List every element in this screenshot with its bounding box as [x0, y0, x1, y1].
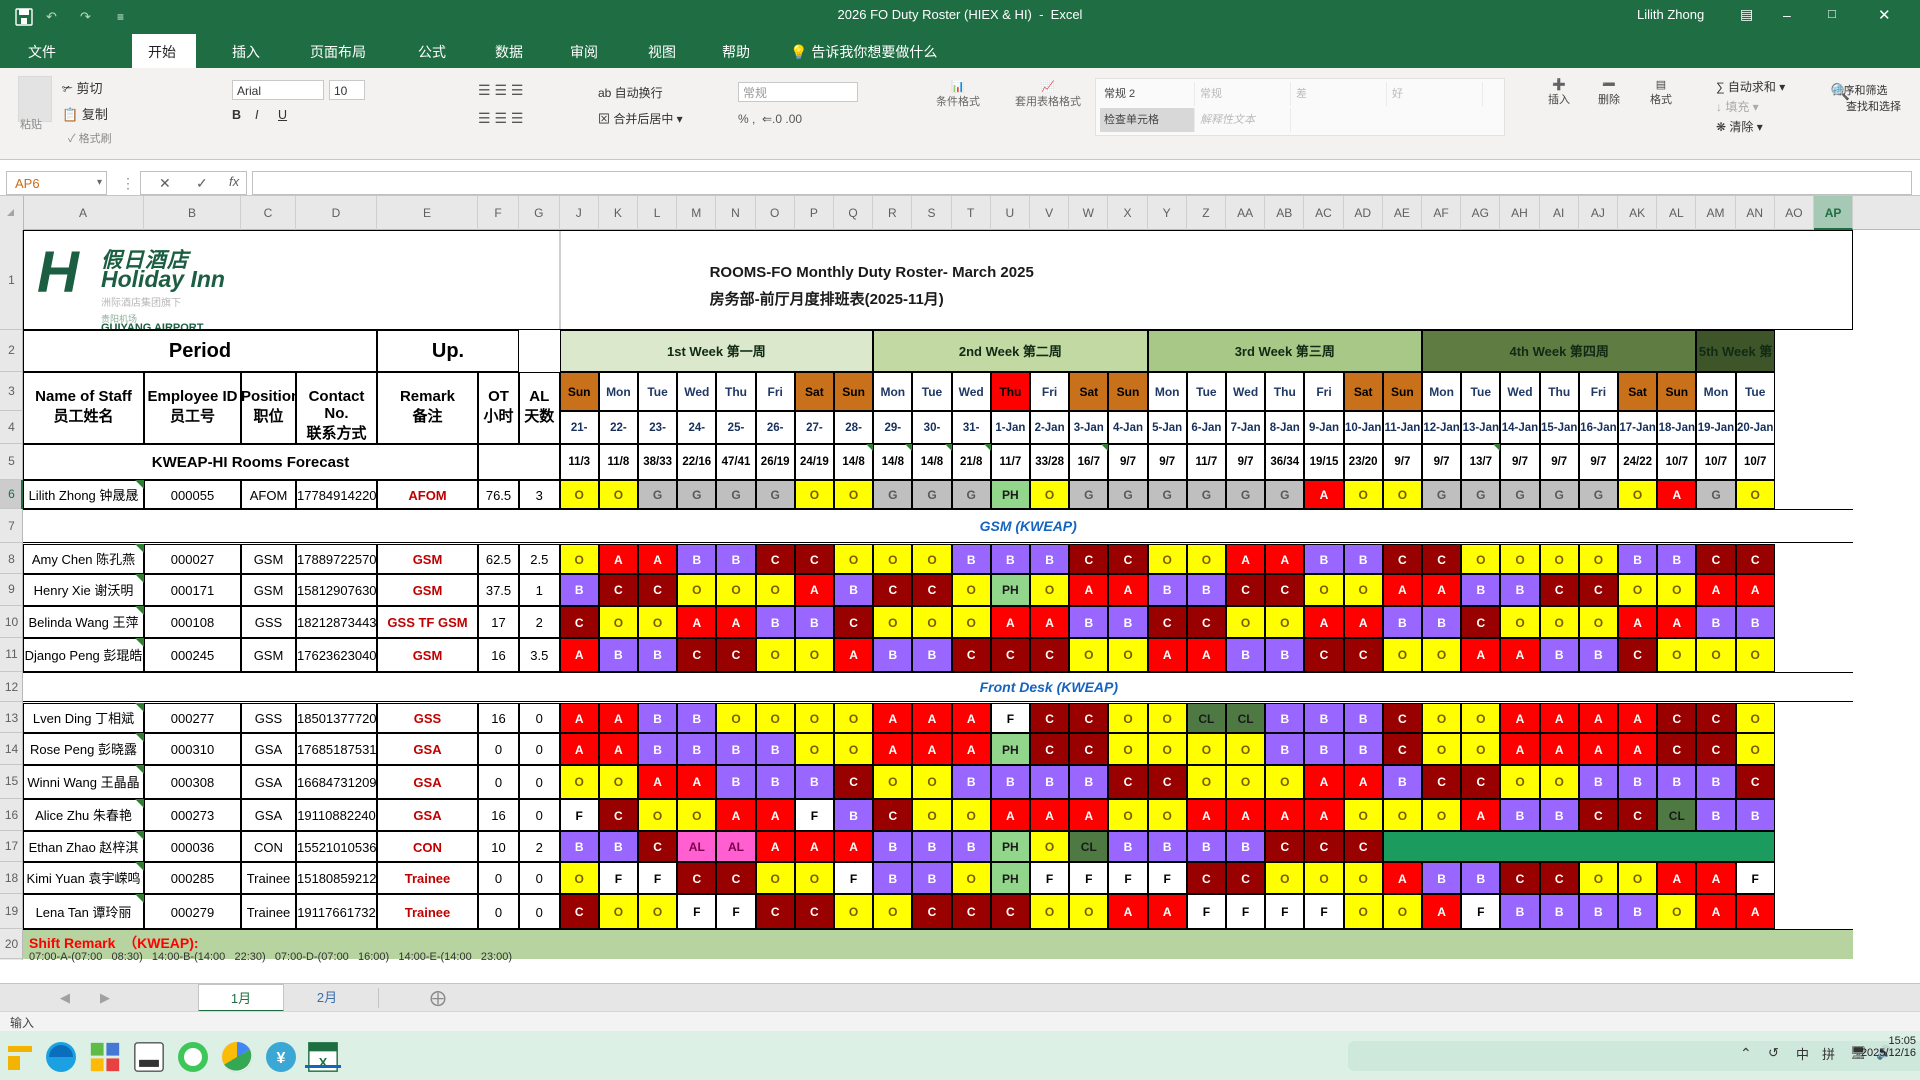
svg-text:¥: ¥ [277, 1050, 286, 1067]
